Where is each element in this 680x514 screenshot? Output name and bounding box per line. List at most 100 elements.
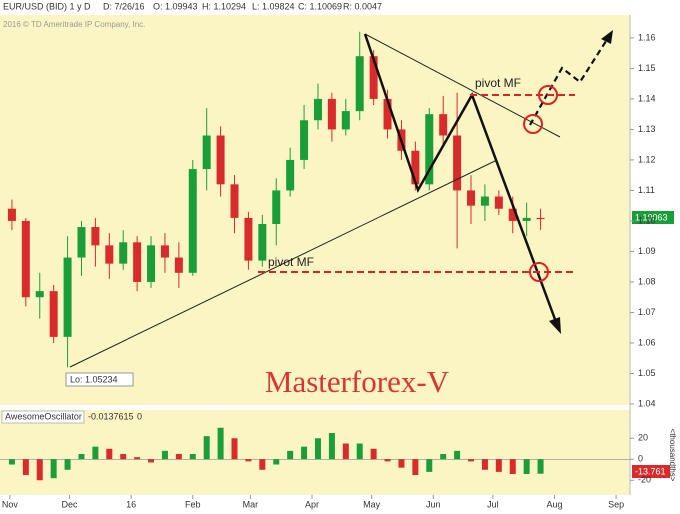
y-tick-label: -20 (638, 475, 651, 485)
candle-body (230, 184, 239, 218)
x-tick-label: Jul (487, 499, 499, 509)
osc-last-box (632, 465, 670, 478)
y-tick-label: 1.11 (638, 185, 655, 195)
arrow-head (601, 30, 613, 44)
candle-body (216, 135, 225, 185)
osc-bar (189, 454, 196, 460)
osc-bar (426, 459, 433, 472)
circle (523, 114, 543, 134)
candle-body (188, 169, 197, 273)
zigzag (363, 33, 558, 323)
osc-bar (398, 459, 405, 468)
osc-bar (301, 446, 308, 460)
osc-bar (22, 459, 29, 476)
low-label: Lo: 1.05234 (70, 374, 118, 384)
y-tick-label: 0 (638, 454, 643, 464)
osc-bar (36, 459, 43, 481)
y-tick-label: 1.04 (638, 398, 656, 408)
last-box (632, 211, 674, 224)
trend-line (364, 33, 561, 138)
y-tick-label: 1.08 (638, 276, 656, 286)
osc-bar (328, 433, 335, 460)
range: R: 0.0047 (343, 1, 382, 11)
x-tick-label: Apr (305, 499, 319, 509)
osc-bar (78, 454, 85, 460)
x-tick-label: Jun (426, 499, 441, 509)
candle-body (91, 227, 100, 246)
y-tick-label: 1.05 (638, 368, 656, 378)
osc-bar (245, 459, 252, 462)
candle-body (49, 291, 58, 337)
candle-body (174, 257, 183, 273)
osc-bar (481, 459, 488, 470)
candle-body (244, 217, 253, 261)
osc-bar (134, 457, 141, 460)
y-tick-label: 1.12 (638, 154, 656, 164)
osc-bar (523, 459, 530, 474)
candle-body (313, 98, 322, 121)
marks (0, 31, 630, 481)
osc-bar (8, 459, 15, 465)
y-tick-label: 1.13 (638, 124, 656, 134)
candle-body (272, 190, 281, 224)
copyright: 2016 © TD Ameritrade IP Company, Inc. (3, 20, 145, 29)
osc-bar (454, 450, 461, 460)
osc-bar (64, 459, 71, 470)
y-tick-label: 1.10 (638, 215, 656, 225)
last-label: 1.10063 (635, 212, 668, 222)
osc-bar (106, 448, 113, 460)
osc-bar (203, 436, 210, 460)
x-tick-label: Nov (2, 499, 19, 509)
x-tick-label: May (363, 499, 381, 509)
candle-body (467, 190, 476, 206)
osc-bar (384, 459, 391, 462)
osc-bar (92, 446, 99, 460)
x-tick-label: Sep (608, 499, 624, 509)
candle-body (147, 245, 156, 282)
osc-bar (356, 443, 363, 460)
candle-body (480, 196, 489, 206)
osc-bar (537, 459, 544, 474)
candle-body (425, 114, 434, 185)
y-tick-label: 1.06 (638, 337, 656, 347)
candle-body (494, 196, 503, 209)
candle-body (105, 245, 114, 264)
y-tick-label: 1.07 (638, 307, 656, 317)
trend-line (69, 159, 498, 368)
high: H: 1.10294 (202, 1, 246, 11)
candle-body (258, 223, 267, 261)
candle-body (536, 217, 545, 220)
y-tick-label: 20 (638, 433, 648, 443)
annotation: pivot MF (268, 255, 314, 269)
arrow-head (549, 317, 561, 334)
candle-body (522, 217, 531, 221)
osc-title: AwesomeOscillator (5, 411, 82, 421)
candle-body (453, 135, 462, 191)
candle-body (35, 291, 44, 298)
annotations (69, 30, 613, 368)
osc-bar (495, 459, 502, 472)
x-tick-label: Dec (62, 499, 79, 509)
osc-bar (175, 454, 182, 460)
candle-body (77, 227, 86, 258)
x-tick-label: 16 (126, 499, 136, 509)
candle-body (327, 98, 336, 130)
candle-body (160, 245, 169, 258)
open: O: 1.09943 (153, 1, 198, 11)
candle-body (508, 208, 517, 221)
candle-body (63, 257, 72, 337)
osc-bar (273, 459, 280, 465)
date: D: 7/26/16 (103, 1, 145, 11)
osc-bar (161, 450, 168, 460)
watermark: Masterforex-V (265, 364, 450, 399)
dashed-path (529, 37, 609, 126)
y-tick-label: 1.16 (638, 32, 656, 42)
osc-bar (509, 459, 516, 474)
y-tick-label: 1.09 (638, 246, 656, 256)
circle (529, 262, 549, 282)
candle-body (133, 242, 142, 282)
osc-bar (148, 459, 155, 463)
low: L: 1.09824 (252, 1, 295, 11)
candle-body (21, 220, 30, 298)
